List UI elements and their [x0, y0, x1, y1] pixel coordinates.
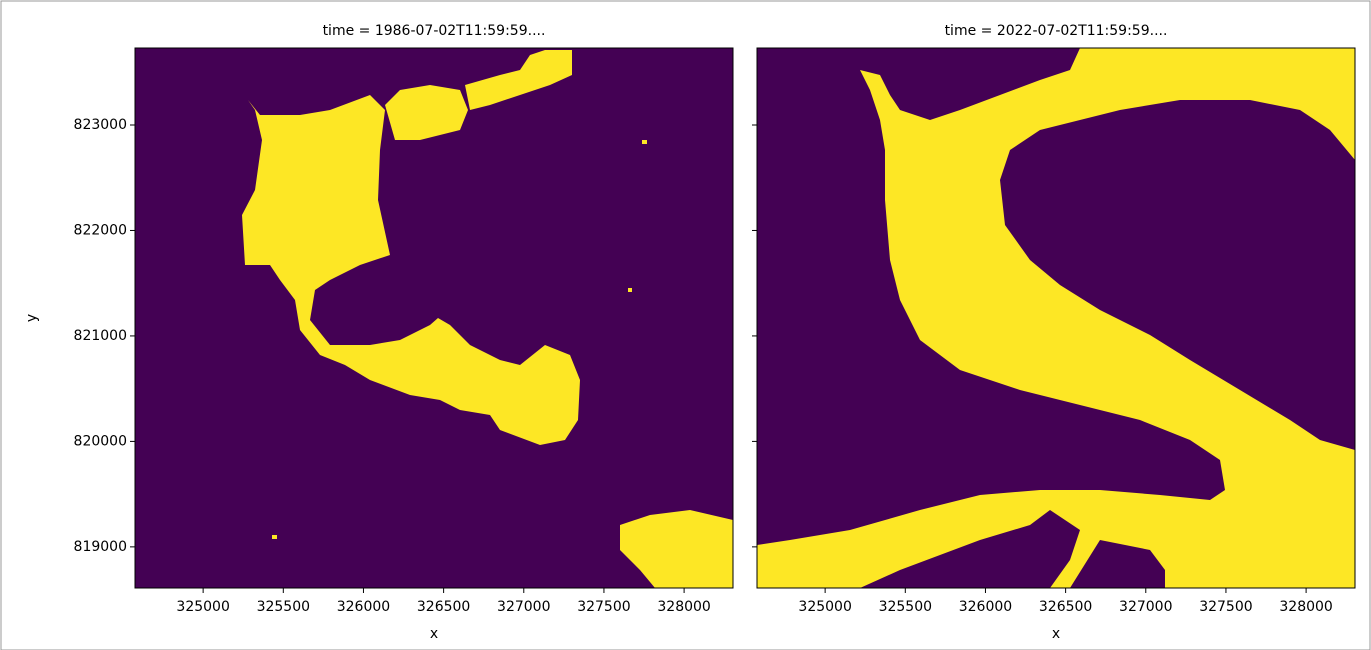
y-axis-label: y: [24, 314, 40, 322]
x-tick-label: 327000: [1119, 599, 1172, 615]
x-tick-label: 328000: [657, 599, 710, 615]
x-tick-label: 328000: [1279, 599, 1332, 615]
x-tick-label: 325000: [798, 599, 851, 615]
y-tick-label: 822000: [74, 222, 127, 238]
x-tick-label: 325000: [176, 599, 229, 615]
y-tick-label: 821000: [74, 328, 127, 344]
panel: [135, 48, 733, 588]
x-tick-label: 326000: [337, 599, 390, 615]
x-tick-label: 325500: [257, 599, 310, 615]
x-tick-label: 326000: [959, 599, 1012, 615]
panel: [757, 48, 1355, 588]
x-tick-label: 326500: [417, 599, 470, 615]
x-tick-label: 325500: [879, 599, 932, 615]
x-tick-label: 326500: [1039, 599, 1092, 615]
x-tick-label: 327500: [577, 599, 630, 615]
y-tick-label: 820000: [74, 433, 127, 449]
panel-title: time = 2022-07-02T11:59:59....: [945, 23, 1168, 39]
x-tick-label: 327500: [1199, 599, 1252, 615]
x-tick-label: 327000: [497, 599, 550, 615]
x-axis-label: x: [1052, 626, 1060, 642]
y-tick-label: 819000: [74, 539, 127, 555]
y-tick-label: 823000: [74, 117, 127, 133]
panel-title: time = 1986-07-02T11:59:59....: [323, 23, 546, 39]
x-axis-label: x: [430, 626, 438, 642]
figure: time = 1986-07-02T11:59:59.... x 325000 325…: [0, 0, 1371, 650]
